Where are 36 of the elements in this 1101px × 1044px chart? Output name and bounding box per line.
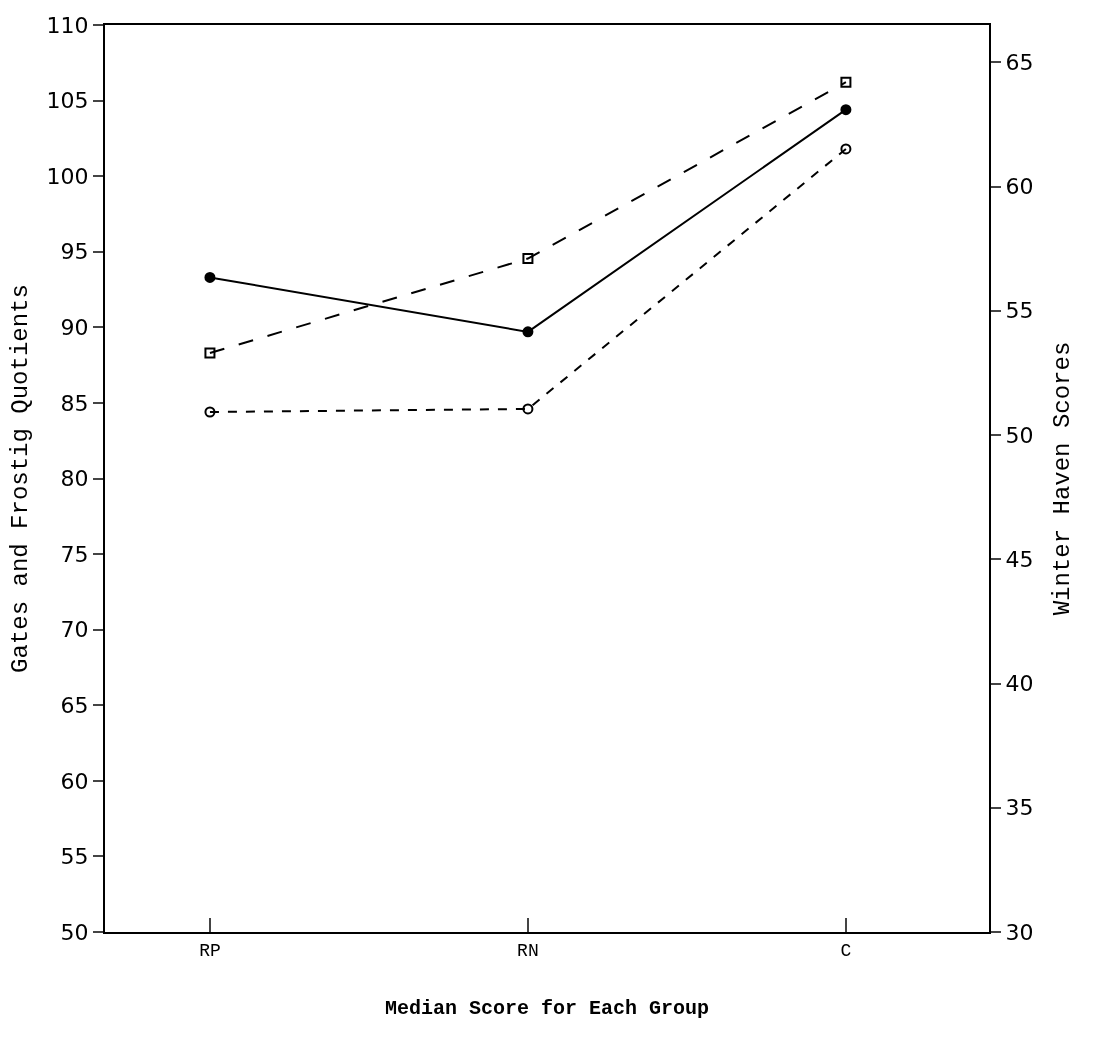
y2-tick-label: 65 bbox=[1005, 49, 1034, 75]
y-tick-label: 95 bbox=[60, 239, 89, 265]
y2-tick-label: 50 bbox=[1005, 422, 1034, 448]
y2-tick-label: 35 bbox=[1005, 795, 1034, 821]
y-tick-label: 80 bbox=[60, 466, 89, 492]
y-tick-label: 85 bbox=[60, 390, 89, 416]
point bbox=[522, 403, 534, 415]
y-tick-label: 50 bbox=[60, 919, 89, 945]
y2-tick-label: 40 bbox=[1005, 671, 1034, 697]
y2-tick-label: 45 bbox=[1005, 546, 1034, 572]
point bbox=[204, 406, 216, 418]
y2-tick-label: 55 bbox=[1005, 298, 1034, 324]
y2-tick-label: 60 bbox=[1005, 174, 1034, 200]
point bbox=[522, 253, 534, 265]
x-axis-title: Median Score for Each Group bbox=[384, 996, 710, 1020]
y-tick-label: 65 bbox=[60, 692, 89, 718]
x-tick-label: C bbox=[840, 940, 852, 961]
y-tick-label: 55 bbox=[60, 844, 89, 870]
y-tick-label: 100 bbox=[46, 163, 89, 189]
y-tick-label: 60 bbox=[60, 768, 89, 794]
y-tick-label: 70 bbox=[60, 617, 89, 643]
point bbox=[840, 104, 852, 116]
point bbox=[522, 326, 534, 338]
point bbox=[840, 76, 852, 88]
point bbox=[840, 143, 852, 155]
y-tick-label: 110 bbox=[46, 12, 89, 38]
y2-axis-title: Winter Haven Scores bbox=[1049, 341, 1077, 616]
y-tick-label: 75 bbox=[60, 541, 89, 567]
y-tick-label: 105 bbox=[46, 88, 89, 114]
point bbox=[204, 271, 216, 283]
point bbox=[204, 347, 216, 359]
y2-tick-label: 30 bbox=[1005, 919, 1034, 945]
x-tick-label: RP bbox=[199, 940, 221, 961]
y-tick-label: 90 bbox=[60, 315, 89, 341]
y-axis-title: Gates and Frostig Quotients bbox=[7, 284, 35, 673]
x-tick-label: RN bbox=[517, 940, 539, 961]
